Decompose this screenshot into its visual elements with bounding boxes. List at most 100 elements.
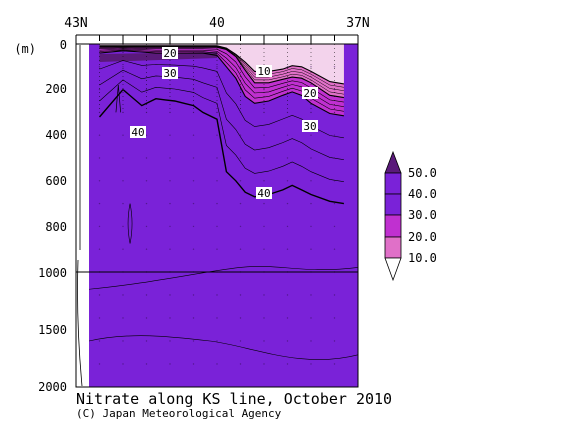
- chart-credit: (C) Japan Meteorological Agency: [76, 407, 282, 420]
- station-dot: [169, 202, 171, 205]
- station-dot: [192, 88, 195, 91]
- station-dot: [216, 134, 218, 136]
- station-dot: [263, 202, 265, 205]
- lat-label-37n: 37N: [346, 16, 369, 31]
- station-dot: [239, 340, 242, 342]
- station-dot: [192, 202, 195, 205]
- station-dot: [98, 180, 101, 182]
- station-dot: [286, 294, 289, 296]
- station-dot: [122, 340, 124, 342]
- station-dot: [333, 317, 336, 319]
- band-40-50: [99, 52, 217, 62]
- colorbar-bin-40-50: [384, 172, 402, 195]
- station-dot: [310, 66, 312, 68]
- contour-label-40b: 40: [257, 187, 270, 200]
- contour-minor: [99, 60, 344, 139]
- station-dot: [286, 202, 289, 205]
- contour-label-30b: 30: [303, 120, 316, 133]
- station-dot: [216, 111, 218, 114]
- lat-label-43n: 43N: [64, 16, 87, 31]
- station-dot: [286, 88, 289, 91]
- colorbar-bin-10-20: [384, 236, 402, 259]
- contour-fill-group: [89, 44, 358, 387]
- station-dot: [192, 134, 195, 136]
- station-dot: [169, 363, 171, 365]
- station-dot: [98, 202, 101, 205]
- colorbar: 50.0 40.0 30.0 20.0 10.0: [384, 150, 437, 282]
- station-dot: [169, 317, 171, 319]
- station-dot: [263, 225, 265, 228]
- colorbar-bin-30-40: [384, 193, 402, 216]
- colorbar-label-50: 50.0: [408, 166, 437, 180]
- station-dot: [239, 157, 242, 159]
- contour-spike: [115, 85, 121, 113]
- station-dot: [333, 363, 336, 365]
- station-dot: [333, 225, 336, 228]
- station-dot: [216, 317, 218, 319]
- station-dot: [286, 157, 289, 159]
- station-dot: [192, 225, 195, 228]
- station-dot: [98, 294, 101, 296]
- contour-label-20a: 20: [163, 47, 176, 60]
- station-dot: [145, 157, 148, 159]
- lat-label-40: 40: [209, 16, 225, 31]
- station-dot: [333, 157, 336, 159]
- station-dot: [192, 248, 195, 250]
- station-dot: [122, 363, 124, 365]
- station-dot: [216, 363, 218, 365]
- contour-30: [99, 50, 344, 117]
- station-dot: [145, 340, 148, 342]
- station-dot: [98, 317, 101, 319]
- station-dot: [333, 248, 336, 250]
- station-dot: [310, 111, 312, 114]
- station-dot: [216, 157, 218, 159]
- station-dot: [310, 363, 312, 365]
- station-dot: [98, 157, 101, 159]
- contour-minor: [99, 79, 344, 182]
- contour-label-40a: 40: [131, 126, 144, 139]
- station-dot: [192, 157, 195, 159]
- station-dot: [333, 180, 336, 182]
- station-dot: [192, 363, 195, 365]
- contour-minor: [99, 45, 344, 88]
- colorbar-label-10: 10.0: [408, 251, 437, 265]
- depth-tick-200: 200: [45, 82, 67, 96]
- station-dot: [145, 225, 148, 228]
- station-dot: [98, 134, 101, 136]
- contour-labels: 20 30 10 20 30 40 40: [130, 47, 318, 200]
- station-dot: [145, 317, 148, 319]
- station-dot: [286, 134, 289, 136]
- station-dot: [216, 248, 218, 250]
- station-dot: [333, 202, 336, 205]
- station-dot: [286, 340, 289, 342]
- left-edge-contour: [77, 45, 83, 387]
- band-0-10: [99, 44, 344, 84]
- station-dot: [122, 66, 124, 68]
- station-dot: [239, 202, 242, 205]
- colorbar-label-20: 20.0: [408, 230, 437, 244]
- station-dot: [239, 111, 242, 114]
- station-dot: [239, 363, 242, 365]
- station-dot: [263, 88, 265, 91]
- station-dot: [122, 157, 124, 159]
- station-dot: [239, 134, 242, 136]
- station-dot: [192, 180, 195, 182]
- station-dot: [239, 294, 242, 296]
- station-dot: [98, 340, 101, 342]
- contour-20: [99, 46, 344, 99]
- station-dot: [263, 157, 265, 159]
- station-dot: [145, 363, 148, 365]
- station-dot: [263, 111, 265, 114]
- depth-tick-1000: 1000: [38, 266, 67, 280]
- station-dot: [310, 157, 312, 159]
- station-dot: [122, 134, 124, 136]
- contour-deep-b: [89, 335, 358, 360]
- contour-minor: [99, 47, 344, 103]
- colorbar-label-40: 40.0: [408, 187, 437, 201]
- station-dot: [333, 340, 336, 342]
- colorbar-top-arrow: [384, 150, 402, 174]
- contour-deep-a: [89, 266, 358, 290]
- station-dot: [192, 294, 195, 296]
- station-dot: [98, 225, 101, 228]
- station-dot: [263, 317, 265, 319]
